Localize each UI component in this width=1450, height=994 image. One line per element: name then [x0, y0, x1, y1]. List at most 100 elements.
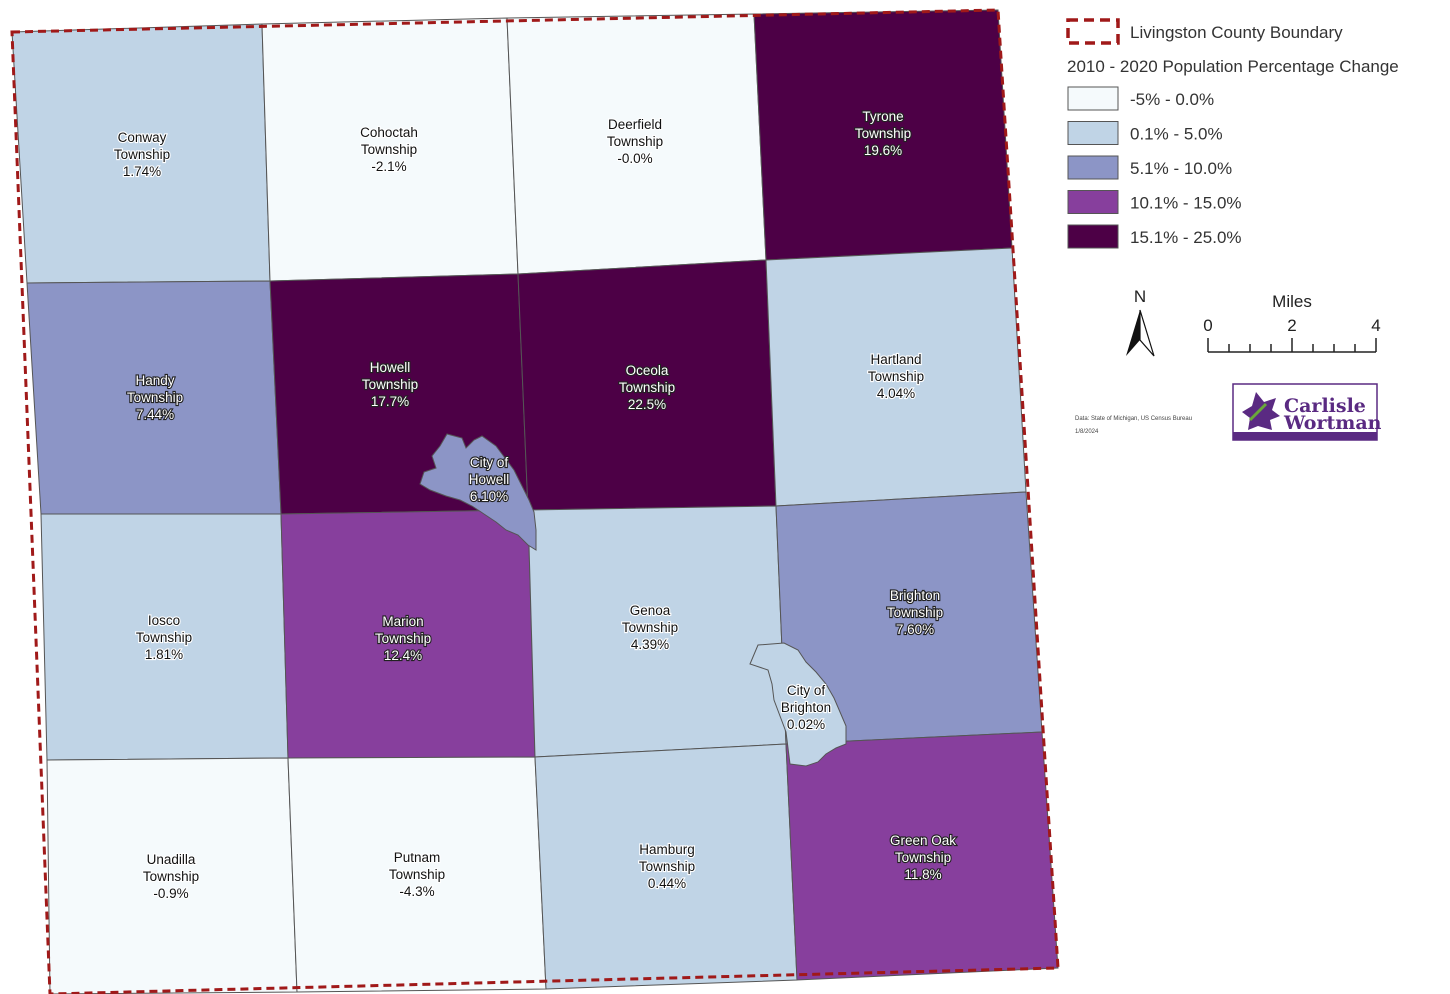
legend-label-0: -5% - 0.0%	[1130, 90, 1214, 109]
label-marion: Marion Township 12.4%	[375, 614, 431, 663]
label-brighton-value: 7.60%	[896, 622, 934, 637]
legend-swatch-2	[1067, 155, 1119, 180]
label-greenoak-value: 11.8%	[904, 867, 941, 882]
label-tyrone-name2: Township	[855, 126, 911, 141]
label-hamburg: Hamburg Township 0.44%	[639, 842, 695, 891]
label-oceola-name1: Oceola	[626, 363, 669, 378]
label-howell-name2: Township	[362, 377, 418, 392]
label-hartland-name1: Hartland	[870, 352, 921, 367]
legend-swatch-1	[1067, 121, 1119, 145]
label-handy-value: 7.44%	[136, 407, 174, 422]
label-cohoctah-value: -2.1%	[371, 159, 406, 174]
legend-swatch-3	[1067, 190, 1119, 214]
label-tyrone-value: 19.6%	[864, 143, 902, 158]
label-unadilla-name1: Unadilla	[147, 852, 196, 867]
label-putnam: Putnam Township -4.3%	[389, 850, 445, 899]
label-howell: Howell Township 17.7%	[362, 360, 418, 409]
label-city_brighton-name2: Brighton	[781, 700, 831, 715]
legend-label-2: 5.1% - 10.0%	[1130, 159, 1232, 178]
label-greenoak-name2: Township	[895, 850, 951, 865]
label-conway-name2: Township	[114, 147, 170, 162]
label-putnam-value: -4.3%	[399, 884, 434, 899]
label-city_howell-name1: City of	[470, 455, 509, 470]
label-hartland: Hartland Township 4.04%	[868, 352, 924, 401]
label-genoa-name1: Genoa	[630, 603, 671, 618]
label-oceola: Oceola Township 22.5%	[619, 363, 675, 412]
legend-swatch-0	[1067, 86, 1119, 111]
label-unadilla: Unadilla Township -0.9%	[143, 852, 199, 901]
label-putnam-name2: Township	[389, 867, 445, 882]
city-brighton-area[interactable]	[749, 642, 847, 767]
label-marion-name1: Marion	[382, 614, 423, 629]
label-genoa: Genoa Township 4.39%	[622, 603, 678, 652]
legend-boundary-label: Livingston County Boundary	[1130, 23, 1343, 42]
north-arrow: N	[1126, 287, 1155, 357]
label-marion-value: 12.4%	[384, 648, 422, 663]
legend: Livingston County Boundary 2010 - 2020 P…	[1066, 18, 1399, 249]
label-hamburg-value: 0.44%	[648, 876, 686, 891]
greenoak-township-area[interactable]	[785, 731, 1059, 981]
data-source: Data: State of Michigan, US Census Burea…	[1075, 416, 1192, 422]
label-city_brighton-name1: City of	[787, 683, 826, 698]
label-iosco: Iosco Township 1.81%	[136, 613, 192, 662]
label-conway: Conway Township 1.74%	[114, 130, 170, 179]
north-arrow-icon-right	[1139, 309, 1155, 357]
label-unadilla-value: -0.9%	[153, 886, 188, 901]
scale-title: Miles	[1272, 292, 1312, 311]
north-label: N	[1134, 287, 1146, 306]
legend-classes: -5% - 0.0% 0.1% - 5.0% 5.1% - 10.0% 10.1% -…	[1067, 86, 1242, 249]
label-cohoctah-name1: Cohoctah	[360, 125, 418, 140]
scale-tick-4: 4	[1371, 316, 1380, 335]
label-greenoak-name1: Green Oak	[890, 833, 956, 848]
legend-label-1: 0.1% - 5.0%	[1130, 125, 1223, 144]
label-conway-value: 1.74%	[123, 164, 161, 179]
legend-boundary-swatch	[1066, 18, 1120, 45]
scale-tick-0: 0	[1203, 316, 1212, 335]
label-genoa-value: 4.39%	[631, 637, 669, 652]
city-howell-area[interactable]	[419, 433, 537, 551]
label-iosco-name1: Iosco	[148, 613, 180, 628]
label-tyrone: Tyrone Township 19.6%	[855, 109, 911, 158]
county-boundary	[10, 8, 1060, 994]
north-arrow-icon	[1126, 310, 1140, 356]
label-iosco-value: 1.81%	[145, 647, 183, 662]
label-city-brighton: City of Brighton 0.02%	[781, 683, 831, 732]
label-deerfield-name2: Township	[607, 134, 663, 149]
logo-line1: Carlisle	[1284, 395, 1366, 417]
label-conway-name1: Conway	[118, 130, 167, 145]
label-deerfield-name1: Deerfield	[608, 117, 662, 132]
label-city_howell-value: 6.10%	[470, 489, 508, 504]
township-labels: Conway Township 1.74% Cohoctah Township -2.1…	[113, 108, 958, 902]
label-tyrone-name1: Tyrone	[862, 109, 903, 124]
carlisle-wortman-logo: Carlisle Wortman	[1232, 383, 1382, 441]
map-date: 1/8/2024	[1075, 429, 1099, 435]
label-brighton-name2: Township	[887, 605, 943, 620]
label-deerfield: Deerfield Township -0.0%	[607, 117, 663, 166]
label-marion-name2: Township	[375, 631, 431, 646]
label-cohoctah: Cohoctah Township -2.1%	[360, 125, 418, 174]
label-howell-value: 17.7%	[371, 394, 409, 409]
legend-label-3: 10.1% - 15.0%	[1130, 194, 1242, 213]
scale-tick-2: 2	[1287, 316, 1296, 335]
label-hartland-name2: Township	[868, 369, 924, 384]
label-iosco-name2: Township	[136, 630, 192, 645]
label-brighton-name1: Brighton	[890, 588, 940, 603]
label-deerfield-value: -0.0%	[617, 151, 652, 166]
label-hamburg-name1: Hamburg	[639, 842, 695, 857]
label-cohoctah-name2: Township	[361, 142, 417, 157]
label-city_brighton-value: 0.02%	[787, 717, 825, 732]
label-handy-name2: Township	[127, 390, 183, 405]
label-brighton: Brighton Township 7.60%	[887, 588, 943, 637]
label-greenoak: Green Oak Township 11.8%	[890, 833, 956, 882]
label-hamburg-name2: Township	[639, 859, 695, 874]
label-oceola-value: 22.5%	[628, 397, 666, 412]
legend-swatch-4	[1067, 224, 1119, 249]
label-putnam-name1: Putnam	[394, 850, 441, 865]
logo-line2: Wortman	[1283, 412, 1382, 434]
label-handy-name1: Handy	[135, 373, 174, 388]
label-unadilla-name2: Township	[143, 869, 199, 884]
label-genoa-name2: Township	[622, 620, 678, 635]
township-polygons	[11, 9, 1059, 994]
scale-bar: Miles 0 2 4	[1203, 292, 1381, 353]
